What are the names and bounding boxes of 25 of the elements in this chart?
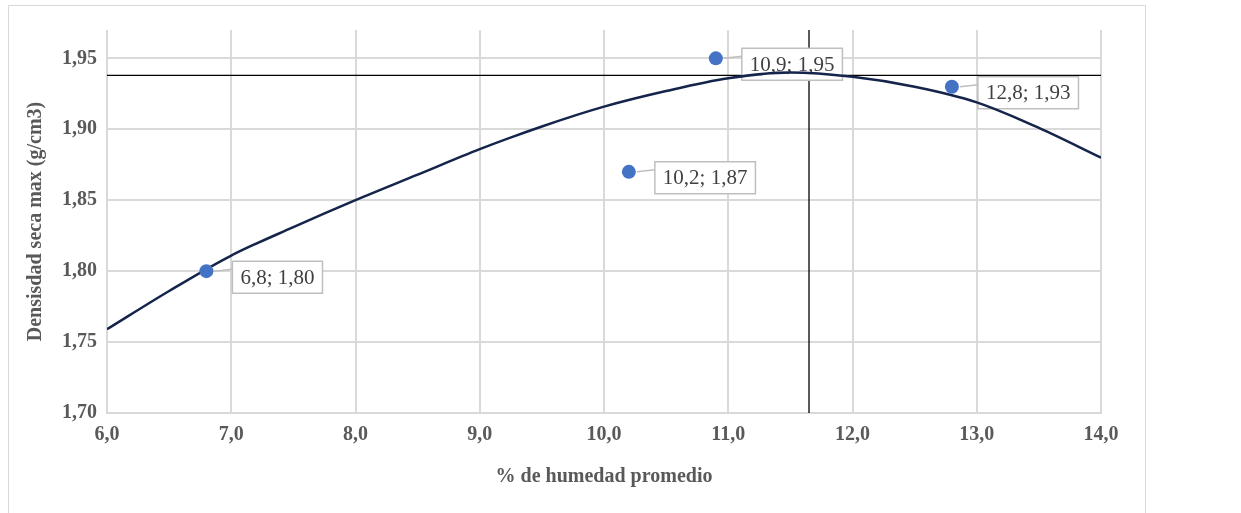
x-tick-label: 6,0 — [94, 422, 120, 445]
x-tick-label: 10,0 — [586, 422, 622, 445]
x-tick-label: 11,0 — [711, 422, 746, 445]
x-tick-label: 13,0 — [959, 422, 995, 445]
point — [708, 51, 723, 66]
point — [621, 164, 636, 179]
x-tick-label: 7,0 — [218, 422, 244, 445]
y-tick-label: 1,85 — [62, 187, 97, 210]
x-axis-title: % de humedad promedio — [495, 464, 713, 488]
x-tick-label: 12,0 — [835, 422, 870, 445]
data-label: 10,9; 1,95 — [749, 51, 835, 76]
data-label: 12,8; 1,93 — [985, 80, 1071, 105]
y-tick-label: 1,90 — [62, 116, 97, 139]
data-label: 6,8; 1,80 — [240, 264, 315, 289]
x-tick-label: 8,0 — [343, 422, 368, 445]
x-tick-label: 14,0 — [1083, 422, 1119, 445]
y-tick-label: 1,80 — [62, 258, 97, 281]
y-tick-label: 1,95 — [62, 45, 97, 68]
y-axis-title: Densisdad seca max (g/cm3) — [23, 101, 47, 342]
x-tick-label: 9,0 — [467, 422, 493, 445]
y-tick-label: 1,70 — [62, 400, 97, 423]
point — [944, 79, 959, 94]
point — [199, 264, 214, 279]
data-label: 10,2; 1,87 — [662, 165, 748, 190]
y-tick-label: 1,75 — [62, 329, 97, 352]
